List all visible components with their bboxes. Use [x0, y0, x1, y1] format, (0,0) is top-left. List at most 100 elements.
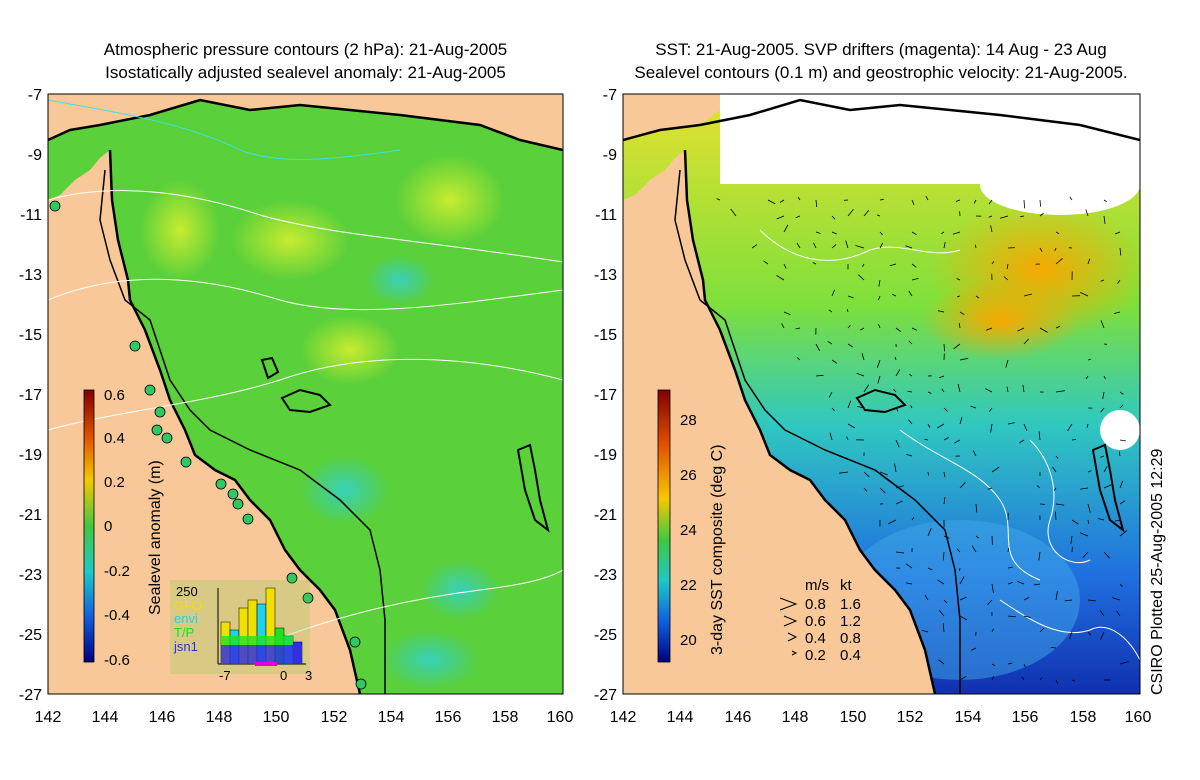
velocity-vector [1023, 293, 1033, 297]
left-colorbar-tick: -0.6 [104, 652, 130, 669]
velocity-vector [971, 545, 977, 553]
velocity-vector [1119, 391, 1124, 395]
velocity-vector [911, 278, 919, 281]
velocity-vector [1055, 231, 1060, 235]
velocity-vector [943, 437, 949, 441]
lat-tick-label: -19 [19, 447, 42, 464]
velocity-vector [863, 384, 870, 393]
left-pressure-contour [48, 99, 401, 160]
left-anomaly-low [420, 560, 500, 620]
tide-gauge-marker [129, 340, 141, 352]
velocity-vector [1102, 391, 1105, 399]
right-lat-axis: -7 -9 -11 -13 -15 -17 -19 -21 -23 -25 -2… [594, 87, 617, 704]
velocity-vector [831, 289, 835, 297]
velocity-vector [937, 423, 945, 429]
velocity-vector [1119, 583, 1123, 587]
velocity-vector [1103, 466, 1108, 473]
velocity-vector [828, 391, 833, 398]
inset-x-tick: 3 [305, 668, 312, 683]
velocity-vector [1055, 591, 1058, 601]
velocity-vector [1116, 610, 1121, 617]
lat-tick-label: -15 [594, 327, 617, 344]
velocity-vector [863, 471, 870, 478]
velocity-vector [956, 278, 961, 281]
lat-tick-label: -25 [19, 627, 42, 644]
velocity-vector [908, 340, 913, 345]
velocity-vector [878, 279, 881, 287]
velocity-vector [990, 225, 993, 233]
velocity-vector [1033, 583, 1041, 586]
velocity-vector [1114, 231, 1121, 235]
velocity-vector [751, 244, 758, 249]
velocity-vector [991, 583, 994, 593]
velocity-vector [1039, 627, 1045, 633]
right-coastline [623, 98, 1140, 142]
right-colorbar-ramp [657, 389, 671, 663]
velocity-vector [1069, 196, 1073, 201]
velocity-vector [855, 245, 865, 249]
velocity-vector [1100, 631, 1105, 640]
velocity-vector [955, 199, 961, 202]
velocity-vector [783, 224, 789, 233]
velocity-vector [937, 310, 945, 313]
velocity-vector [1039, 199, 1041, 207]
left-colorbar-tick: 0.6 [104, 387, 125, 404]
inset-drifter-window [255, 662, 277, 666]
left-colorbar-tick: 0.4 [104, 430, 125, 447]
velocity-vector [783, 263, 787, 269]
tide-gauge-marker [242, 513, 254, 525]
velocity-vector [1023, 615, 1031, 618]
velocity-vector [970, 405, 977, 409]
inset-x-tick: 0 [280, 668, 287, 683]
lon-tick-label: 152 [321, 709, 348, 726]
velocity-vector [1111, 597, 1121, 601]
velocity-vector [895, 407, 899, 412]
left-map-frame [47, 93, 564, 695]
vector-legend-arrow-icon [791, 650, 798, 656]
velocity-vector [959, 311, 965, 316]
left-pressure-contour [48, 278, 563, 311]
left-anomaly-low [380, 630, 480, 690]
velocity-vector [795, 215, 801, 219]
velocity-vector [970, 647, 977, 651]
velocity-vector [893, 388, 897, 393]
right-map [623, 94, 1140, 694]
velocity-vector [831, 215, 836, 220]
lon-tick-label: 144 [667, 709, 694, 726]
velocity-vector [990, 423, 993, 433]
right-colorbar-tick: 28 [680, 412, 697, 429]
velocity-vector [876, 359, 881, 368]
tide-gauge-marker [349, 636, 361, 648]
velocity-vector [991, 466, 1000, 473]
left-colorbar-ramp [83, 389, 95, 663]
velocity-vector [796, 242, 801, 249]
velocity-vector [927, 391, 932, 394]
velocity-vector [827, 340, 833, 345]
velocity-vector [879, 487, 886, 494]
left-title-line2: Isostatically adjusted sealevel anomaly:… [105, 63, 506, 82]
velocity-vector [895, 439, 900, 448]
right-title-line1: SST: 21-Aug-2005. SVP drifters (magenta)… [655, 40, 1107, 59]
lon-tick-label: 146 [725, 709, 752, 726]
velocity-vector [1039, 327, 1048, 333]
velocity-vector [846, 308, 849, 313]
lat-tick-label: -23 [19, 567, 42, 584]
velocity-vector [938, 375, 945, 379]
left-pressure-contour [249, 569, 563, 651]
velocity-vector [943, 497, 946, 505]
inset-bar-segment [221, 645, 302, 664]
left-pressure-contour [48, 190, 563, 263]
left-island-reef [280, 388, 332, 414]
velocity-vector [1085, 209, 1089, 217]
tide-gauge-marker [151, 424, 163, 436]
lon-tick-label: 148 [206, 709, 233, 726]
right-lon-axis: 142 144 146 148 150 152 154 156 158 160 [610, 709, 1152, 726]
lon-tick-label: 156 [1012, 709, 1039, 726]
velocity-vector [905, 582, 913, 585]
lat-tick-label: -27 [19, 687, 42, 704]
velocity-vector [1050, 647, 1057, 649]
velocity-vector [815, 374, 824, 377]
velocity-vector [1023, 423, 1028, 432]
velocity-vector [1117, 279, 1121, 284]
lon-tick-label: 154 [955, 709, 982, 726]
